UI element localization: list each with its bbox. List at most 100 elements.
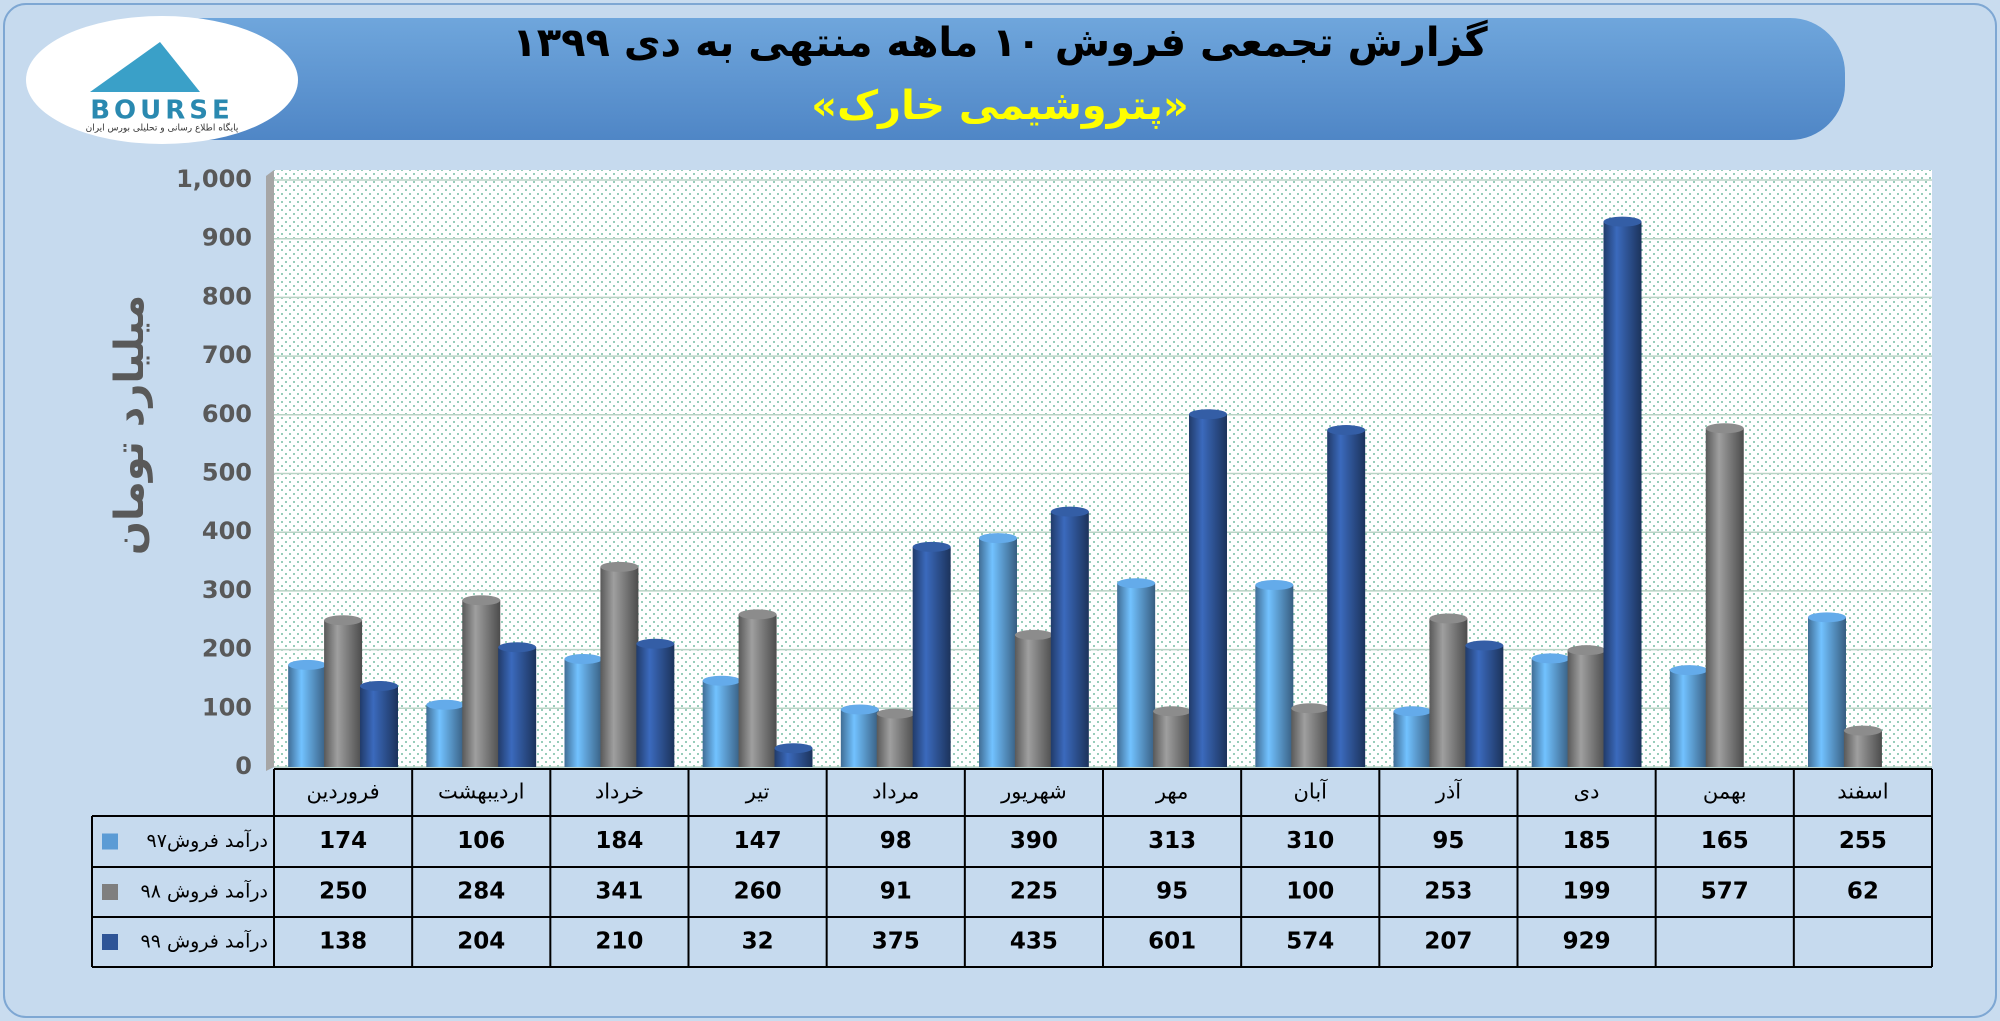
bar-top [876,708,915,719]
table-value: 225 [1010,879,1058,905]
y-tick-label: 0 [235,752,252,780]
table-value: 147 [734,828,782,854]
bar-top [1014,629,1053,640]
y-tick-label: 800 [202,282,252,310]
table-value: 174 [319,828,367,854]
legend-label: درآمد فروش۹۷ [147,828,268,852]
legend-swatch [102,833,118,850]
y-tick-label: 100 [202,693,252,721]
x-tick-label: اردیبهشت [438,780,525,804]
bar-top [1705,423,1744,434]
bar-body [1014,634,1053,767]
x-tick-label: خرداد [595,780,644,804]
table-value: 375 [872,929,920,955]
table-value: 91 [880,879,912,905]
bar-top [1429,613,1468,624]
bar [774,743,813,767]
bar-top [1117,578,1156,589]
table-value: 601 [1148,929,1196,955]
bar-body [978,538,1017,767]
bar-body [1255,585,1294,767]
bar-body [912,546,951,767]
bar-top [1567,645,1606,656]
y-tick-label: 1,000 [176,165,252,193]
y-wall [266,170,274,771]
bar-body [1807,617,1846,767]
y-tick-label: 500 [202,459,252,487]
table-value: 95 [1432,828,1464,854]
table-value: 313 [1148,828,1196,854]
bar-top [426,699,465,710]
bar-top [1393,706,1432,717]
table-value: 310 [1286,828,1334,854]
table-value: 390 [1010,828,1058,854]
bar-top [564,653,603,664]
bar [876,708,915,767]
bar-body [426,704,465,767]
bar-top [1669,665,1708,676]
bar [1050,506,1089,767]
table-value: 577 [1701,879,1749,905]
x-tick-label: تیر [745,780,770,804]
bar-body [1050,511,1089,767]
bar-top [600,561,639,572]
bar-body [774,748,813,767]
x-tick-label: دی [1574,780,1600,804]
bar-top [738,609,777,620]
chart-subtitle: «پتروشیمی خارک» [811,83,1189,129]
logo-tagline: پایگاه اطلاع رسانی و تحلیلی بورس ایران [86,122,239,134]
bar [840,704,879,767]
table-value: 435 [1010,929,1058,955]
table-value: 284 [457,879,505,905]
bar-top [1603,216,1642,227]
y-tick-label: 600 [202,400,252,428]
table-value: 574 [1286,929,1334,955]
bar-top [462,595,501,606]
bar-body [636,643,675,767]
table-value: 260 [734,879,782,905]
y-axis-label: میلیارد تومان [107,295,153,555]
bar [1531,653,1570,767]
bar-body [1327,430,1366,767]
x-tick-label: اسفند [1837,780,1888,804]
chart-title: گزارش تجمعی فروش ۱۰ ماهه منتهی به دی ۱۳۹… [512,19,1488,66]
table-value: 929 [1563,929,1611,955]
bar [1393,706,1432,767]
bar-body [1603,221,1642,767]
bar-top [702,675,741,686]
bar [1843,725,1882,767]
bar-body [360,685,399,767]
bar [1255,580,1294,767]
bar-top [1153,706,1192,717]
table-value: 32 [742,929,774,955]
bar-top [774,743,813,754]
table-value: 253 [1424,879,1472,905]
bar-body [498,647,537,767]
x-tick-label: مهر [1155,780,1189,804]
bar [702,675,741,767]
bar [1189,409,1228,767]
bar [324,615,363,767]
title-band [150,18,1845,140]
bar-body [1843,730,1882,767]
y-tick-label: 700 [202,341,252,369]
bar-body [564,658,603,767]
table-value: 341 [595,879,643,905]
bar-top [978,533,1017,544]
table-value: 204 [457,929,505,955]
bar-top [288,659,327,670]
table-value: 185 [1563,828,1611,854]
bar-body [702,680,741,767]
table-value: 255 [1839,828,1887,854]
bar-body [738,614,777,767]
bar-body [324,620,363,767]
bar-body [1705,428,1744,767]
x-tick-label: فروردین [307,780,380,804]
bar [600,561,639,767]
legend-label: درآمد فروش ۹۸ [140,879,268,903]
bar-body [462,600,501,767]
bar [426,699,465,767]
bar-top [1531,653,1570,664]
